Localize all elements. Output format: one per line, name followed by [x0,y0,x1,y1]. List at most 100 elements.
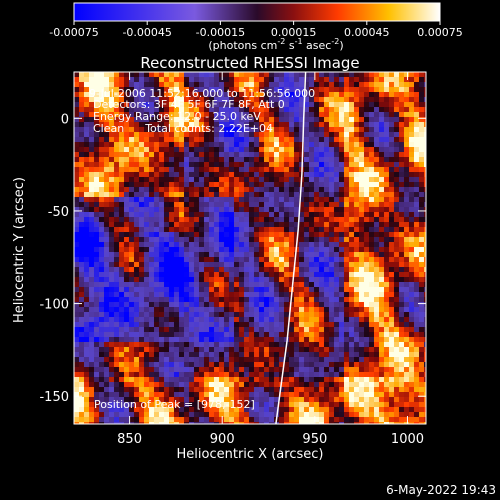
heatmap-cell [359,87,365,93]
heatmap-cell [164,297,170,303]
heatmap-cell [204,252,210,258]
heatmap-cell [344,202,350,208]
heatmap-cell [244,107,250,113]
heatmap-cell [234,202,240,208]
heatmap-cell [419,367,425,373]
heatmap-cell [269,292,275,298]
heatmap-cell [414,162,420,168]
heatmap-cell [194,167,200,173]
heatmap-cell [314,392,320,398]
heatmap-cell [89,77,95,83]
heatmap-cell [299,227,305,233]
heatmap-cell [99,127,105,133]
heatmap-cell [259,82,265,88]
heatmap-cell [384,272,390,278]
heatmap-cell [324,277,330,283]
heatmap-cell [419,252,425,258]
heatmap-cell [219,122,225,128]
heatmap-cell [389,222,395,228]
heatmap-cell [384,382,390,388]
heatmap-cell [224,187,230,193]
heatmap-cell [394,327,400,333]
heatmap-cell [159,372,165,378]
heatmap-cell [324,332,330,338]
heatmap-cell [124,117,130,123]
heatmap-cell [74,152,80,158]
heatmap-cell [419,327,425,333]
heatmap-cell [209,347,215,353]
heatmap-cell [214,147,220,153]
heatmap-cell [259,287,265,293]
heatmap-cell [84,292,90,298]
heatmap-cell [374,92,380,98]
heatmap-cell [299,192,305,198]
heatmap-cell [139,402,145,408]
heatmap-cell [199,347,205,353]
heatmap-cell [414,147,420,153]
heatmap-cell [149,132,155,138]
heatmap-cell [329,112,335,118]
heatmap-cell [124,337,130,343]
heatmap-cell [179,137,185,143]
heatmap-cell [229,172,235,178]
heatmap-cell [309,317,315,323]
heatmap-cell [79,252,85,258]
heatmap-cell [229,232,235,238]
heatmap-cell [109,207,115,213]
heatmap-cell [309,307,315,313]
colorbar-tick-label: 0.00015 [271,26,317,39]
heatmap-cell [94,77,100,83]
heatmap-cell [234,347,240,353]
heatmap-cell [299,392,305,398]
heatmap-cell [189,212,195,218]
heatmap-cell [309,147,315,153]
heatmap-cell [354,172,360,178]
heatmap-cell [329,272,335,278]
heatmap-cell [229,167,235,173]
heatmap-cell [314,92,320,98]
heatmap-cell [329,247,335,253]
heatmap-cell [234,82,240,88]
heatmap-cell [344,382,350,388]
heatmap-cell [164,212,170,218]
heatmap-cell [414,112,420,118]
heatmap-cell [84,327,90,333]
heatmap-cell [244,342,250,348]
heatmap-cell [109,87,115,93]
heatmap-cell [259,272,265,278]
heatmap-cell [304,382,310,388]
heatmap-cell [374,257,380,263]
heatmap-cell [354,117,360,123]
heatmap-cell [139,327,145,333]
heatmap-cell [234,77,240,83]
heatmap-cell [274,192,280,198]
heatmap-cell [119,107,125,113]
heatmap-cell [124,297,130,303]
heatmap-cell [339,212,345,218]
heatmap-cell [149,232,155,238]
heatmap-cell [404,222,410,228]
heatmap-cell [279,87,285,93]
heatmap-cell [189,132,195,138]
heatmap-cell [334,407,340,413]
heatmap-cell [334,282,340,288]
heatmap-cell [324,377,330,383]
heatmap-cell [104,122,110,128]
heatmap-cell [84,182,90,188]
heatmap-cell [319,257,325,263]
heatmap-cell [339,407,345,413]
heatmap-cell [194,207,200,213]
heatmap-cell [334,352,340,358]
heatmap-cell [369,302,375,308]
heatmap-cell [74,207,80,213]
heatmap-cell [289,282,295,288]
heatmap-cell [294,97,300,103]
heatmap-cell [199,277,205,283]
heatmap-cell [189,152,195,158]
heatmap-cell [194,402,200,408]
heatmap-cell [144,102,150,108]
heatmap-cell [389,117,395,123]
heatmap-cell [134,172,140,178]
heatmap-cell [104,397,110,403]
heatmap-cell [114,87,120,93]
